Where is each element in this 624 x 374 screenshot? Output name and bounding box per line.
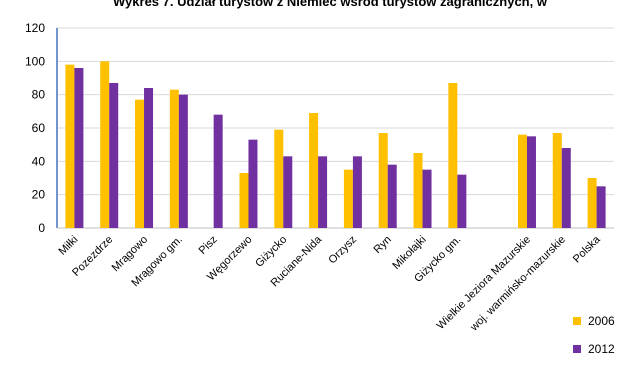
x-tick-label: Orzysz — [326, 234, 359, 267]
bar-2006 — [100, 61, 110, 229]
x-tick-label: Pisz — [197, 234, 220, 257]
bar-2006 — [65, 64, 75, 229]
legend-swatch-2012 — [573, 345, 581, 353]
bar-2006 — [239, 173, 249, 228]
bar-2006 — [413, 153, 423, 228]
bar-2012 — [74, 68, 84, 228]
legend: 2006 2012 — [573, 314, 615, 356]
bar-2006 — [378, 133, 388, 228]
bars — [65, 61, 606, 229]
bar-2006 — [587, 178, 597, 228]
bar-2006 — [274, 129, 284, 228]
legend-swatch-2006 — [573, 317, 581, 325]
bar-2012 — [283, 156, 293, 228]
bar-2012 — [526, 136, 536, 228]
y-tick-label: 60 — [32, 121, 46, 135]
bar-2006 — [135, 99, 145, 229]
chart-title: Wykres 7. Udział turystów z Niemiec wśró… — [113, 0, 547, 9]
x-tick-label: Miłki — [56, 234, 80, 258]
bar-2006 — [517, 134, 527, 228]
y-tick-label: 0 — [38, 221, 45, 235]
bar-2012 — [352, 156, 362, 228]
bar-2012 — [248, 139, 258, 228]
y-tick-label: 40 — [32, 154, 46, 168]
bar-2012 — [178, 94, 188, 229]
bar-2012 — [144, 88, 154, 228]
x-tick-label: Polska — [571, 233, 603, 265]
bar-2006 — [448, 83, 458, 228]
bar-2006 — [169, 89, 179, 229]
bar-2006 — [343, 169, 353, 228]
bar-2012 — [387, 164, 397, 228]
bar-2012 — [596, 186, 606, 228]
legend-label: 2012 — [588, 342, 615, 356]
y-tick-label: 120 — [25, 21, 45, 35]
y-tick-label: 20 — [32, 188, 46, 202]
bar-2012 — [457, 174, 467, 228]
bar-2012 — [213, 114, 223, 228]
bar-2006 — [309, 113, 319, 228]
bar-2012 — [561, 148, 571, 228]
bar-2012 — [318, 156, 328, 228]
x-tick-label: Ryn — [372, 234, 394, 256]
bar-2012 — [422, 169, 432, 228]
bar-2012 — [109, 83, 119, 228]
y-tick-label: 100 — [25, 54, 45, 68]
bar-2006 — [552, 133, 562, 228]
legend-label: 2006 — [588, 314, 615, 328]
y-tick-label: 80 — [32, 88, 46, 102]
